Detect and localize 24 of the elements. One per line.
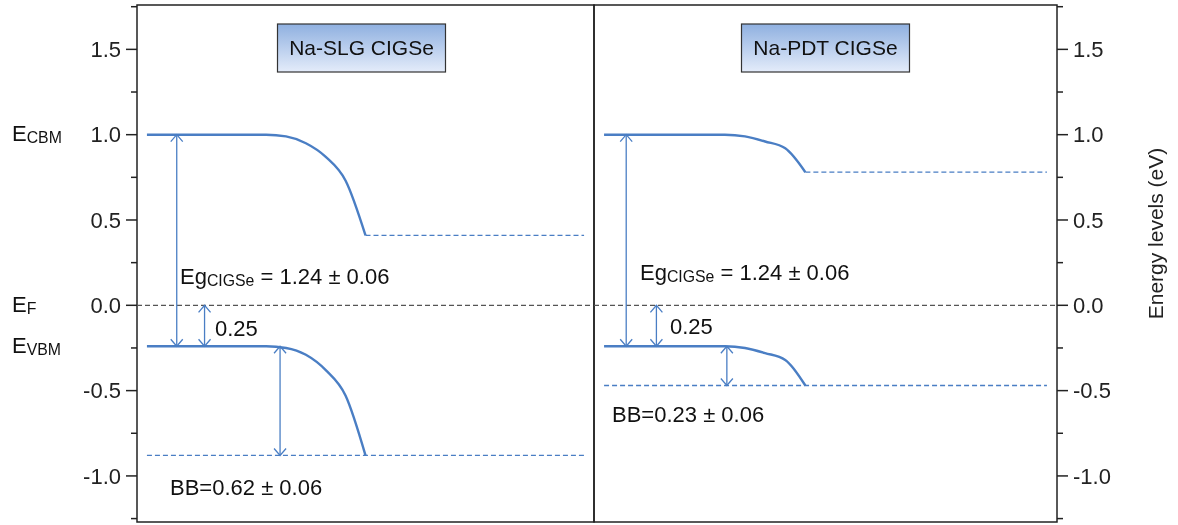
y-tick-label: -1.0 — [83, 463, 121, 489]
text: Na-PDT CIGSe — [753, 36, 898, 60]
y-tick-label: 1.5 — [1073, 37, 1104, 63]
y-axis-title: Energy levels (eV) — [1144, 147, 1167, 320]
text: E$_{F}$ — [12, 292, 37, 318]
annotation: Eg$_{CIGSe}$ = 1.24 ± 0.06 — [640, 260, 850, 286]
annotation: 0.25 — [215, 316, 258, 341]
y-tick-label: 1.0 — [1073, 122, 1104, 148]
text: Na-SLG CIGSe — [289, 36, 434, 60]
y-tick-label: -0.5 — [83, 378, 121, 404]
text: E$_{VBM}$ — [12, 333, 61, 359]
y-tick-label: 0.5 — [90, 207, 121, 233]
y-tick-label: 1.0 — [90, 122, 121, 148]
annotation: Eg$_{CIGSe}$ = 1.24 ± 0.06 — [180, 264, 390, 290]
y-tick-label: -1.0 — [1073, 463, 1111, 489]
y-tick-label: 0.5 — [1073, 207, 1104, 233]
y-tick-label: 0.0 — [1073, 293, 1104, 318]
annotation: BB=0.62 ± 0.06 — [170, 475, 323, 500]
annotation: 0.25 — [670, 314, 713, 339]
y-tick-label: 0.0 — [90, 293, 121, 318]
text: E$_{CBM}$ — [12, 121, 62, 147]
y-tick-label: 1.5 — [90, 37, 121, 63]
y-tick-label: -0.5 — [1073, 378, 1111, 404]
annotation: BB=0.23 ± 0.06 — [612, 402, 765, 427]
